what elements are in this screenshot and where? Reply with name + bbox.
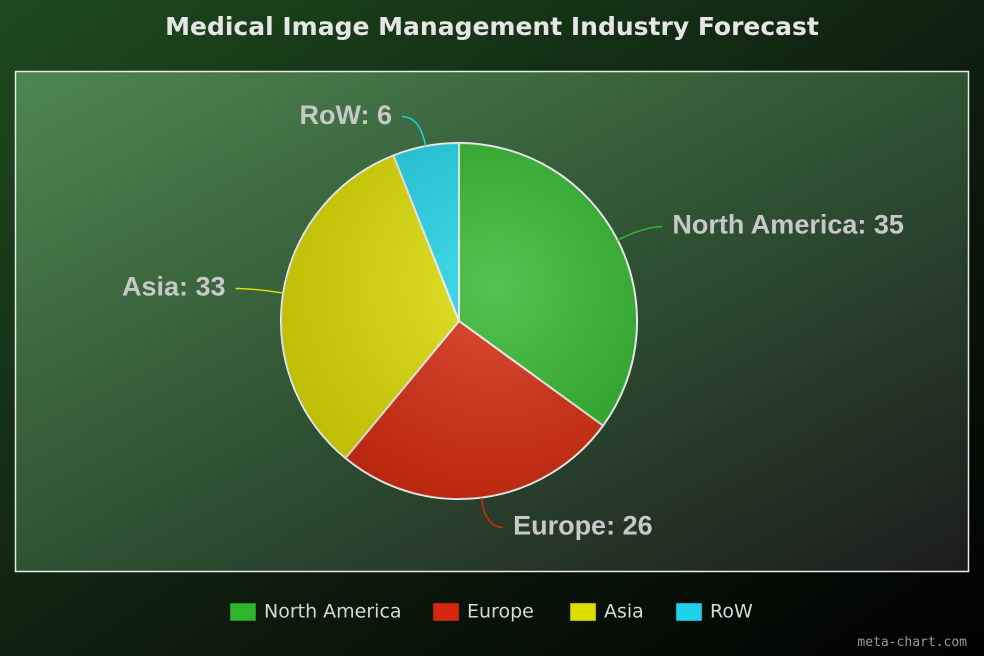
data-label: Europe: 26 [513,510,653,540]
legend-swatch [569,602,597,622]
legend-label: Europe [467,601,534,623]
leader-line [401,115,427,147]
legend-swatch [675,602,703,622]
legend-label: Asia [604,601,644,623]
watermark: meta-chart.com [857,635,967,650]
leader-line [480,497,504,529]
legend-swatch [229,602,257,622]
legend-label: RoW [710,601,753,623]
legend-swatch [432,602,460,622]
leader-line [235,287,284,294]
data-label: Asia: 33 [122,272,226,302]
data-label: RoW: 6 [300,100,393,130]
legend-label: North America [264,601,402,623]
data-label: North America: 35 [672,210,904,240]
chart-title: Medical Image Management Industry Foreca… [165,12,819,41]
